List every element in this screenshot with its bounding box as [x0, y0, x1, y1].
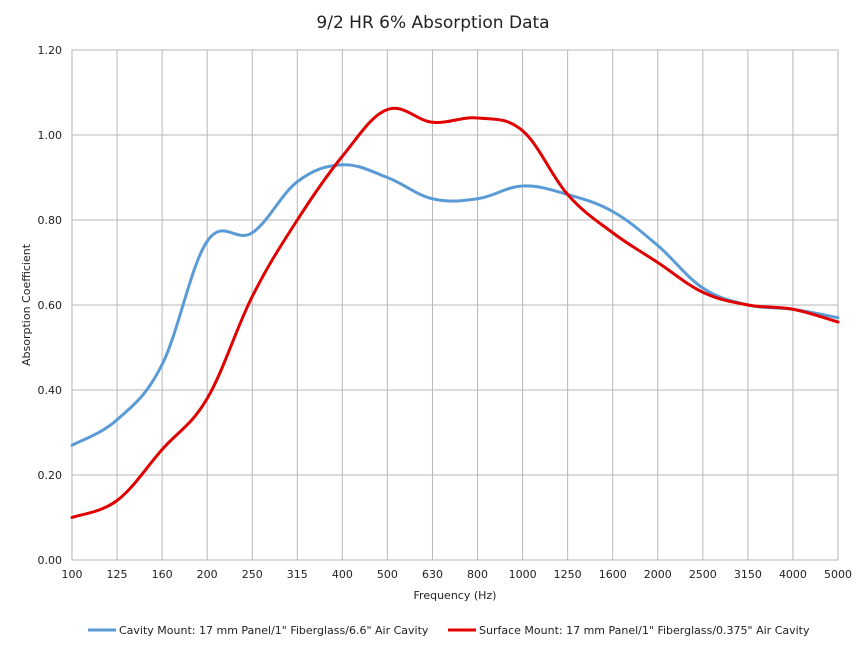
y-tick-label: 1.00 [38, 129, 63, 142]
y-tick-label: 0.60 [38, 299, 63, 312]
x-axis-label: Frequency (Hz) [414, 589, 497, 602]
y-tick-label: 0.00 [38, 554, 63, 567]
x-tick-label: 500 [377, 568, 398, 581]
x-tick-label: 2500 [689, 568, 717, 581]
y-axis-label: Absorption Coefficient [20, 243, 33, 366]
x-tick-label: 100 [62, 568, 83, 581]
legend: Cavity Mount: 17 mm Panel/1" Fiberglass/… [88, 624, 810, 637]
legend-entry-label: Surface Mount: 17 mm Panel/1" Fiberglass… [479, 624, 810, 637]
x-tick-label: 250 [242, 568, 263, 581]
series-line-2 [70, 106, 840, 519]
x-tick-label: 5000 [824, 568, 852, 581]
x-tick-label: 200 [197, 568, 218, 581]
x-tick-label: 1600 [599, 568, 627, 581]
y-tick-label: 0.40 [38, 384, 63, 397]
x-tick-label: 125 [107, 568, 128, 581]
series-lines [70, 106, 840, 519]
x-tick-label: 1000 [509, 568, 537, 581]
x-tick-label: 3150 [734, 568, 762, 581]
x-tick-label: 315 [287, 568, 308, 581]
chart-title: 9/2 HR 6% Absorption Data [316, 13, 549, 33]
grid [71, 49, 839, 561]
x-tick-label: 800 [467, 568, 488, 581]
x-tick-label: 1250 [554, 568, 582, 581]
y-axis-ticks: 0.00 0.20 0.40 0.60 0.80 1.00 1.20 [38, 44, 63, 567]
x-tick-label: 160 [152, 568, 173, 581]
x-axis-ticks: 100 125 160 200 250 315 400 500 630 800 1000 1250 16… [62, 568, 853, 581]
x-tick-label: 2000 [644, 568, 672, 581]
y-tick-label: 0.20 [38, 469, 63, 482]
series-line-1 [70, 163, 840, 447]
x-tick-label: 630 [422, 568, 443, 581]
y-tick-label: 0.80 [38, 214, 63, 227]
x-tick-label: 4000 [779, 568, 807, 581]
y-tick-label: 1.20 [38, 44, 63, 57]
legend-entry-label: Cavity Mount: 17 mm Panel/1" Fiberglass/… [119, 624, 429, 637]
x-tick-label: 400 [332, 568, 353, 581]
plot-frame [71, 49, 839, 561]
